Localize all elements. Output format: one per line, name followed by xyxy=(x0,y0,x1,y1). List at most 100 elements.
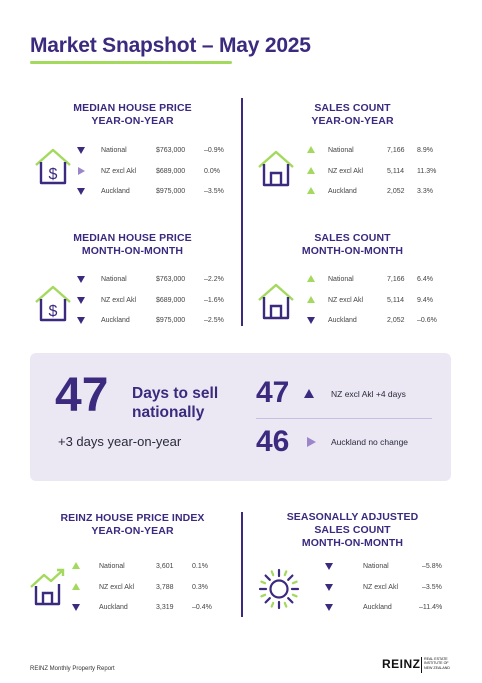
days-to-sell-national: 47 xyxy=(55,369,109,422)
svg-text:$: $ xyxy=(49,303,58,320)
house-trend-icon xyxy=(30,568,65,606)
seasonal-mom-rows: National –5.8% NZ excl Akl –3.5% Aucklan… xyxy=(324,560,454,622)
region-label: Auckland xyxy=(99,604,128,611)
value-label: 5,114 xyxy=(387,296,404,304)
down-arrow-icon xyxy=(72,604,80,611)
region-label: Auckland xyxy=(101,317,130,324)
days-to-sell-label: Days to sell nationally xyxy=(132,385,219,421)
list-item: National –5.8% xyxy=(324,560,454,581)
house-dollar-icon: $ xyxy=(35,148,71,185)
list-item: NZ excl Akl 5,114 9.4% xyxy=(306,294,451,315)
down-arrow-icon xyxy=(325,583,333,591)
region-label: Auckland xyxy=(101,188,130,195)
up-arrow-icon xyxy=(72,562,80,569)
house-icon xyxy=(258,283,294,320)
change-label: 0.1% xyxy=(192,563,208,570)
change-label: –2.5% xyxy=(204,317,224,324)
value-label: 7,166 xyxy=(387,147,405,154)
median-mom-rows: National $763,000 –2.2% NZ excl Akl $689… xyxy=(76,273,236,335)
region-label: National xyxy=(101,147,127,154)
panel-divider xyxy=(256,418,432,419)
sales-yoy-rows: National 7,166 8.9% NZ excl Akl 5,114 11… xyxy=(306,144,451,206)
up-arrow-icon xyxy=(304,389,314,398)
change-label: –0.4% xyxy=(192,604,212,611)
value-label: $975,000 xyxy=(156,188,186,195)
sun-icon xyxy=(258,568,300,610)
change-label: 0.0% xyxy=(204,167,220,175)
svg-text:$: $ xyxy=(49,166,58,183)
median-yoy-rows: National $763,000 –0.9% NZ excl Akl $689… xyxy=(76,144,236,206)
change-label: –5.8% xyxy=(422,563,442,570)
up-arrow-icon xyxy=(307,146,315,153)
footer-report-name: REINZ Monthly Property Report xyxy=(30,666,115,672)
list-item: National $763,000 –0.9% xyxy=(76,144,236,165)
seasonal-mom-heading: SEASONALLY ADJUSTED SALES COUNT MONTH-ON… xyxy=(286,511,419,549)
down-arrow-icon xyxy=(77,317,85,324)
list-item: Auckland 3,319 –0.4% xyxy=(71,601,236,622)
house-icon xyxy=(258,150,294,187)
up-arrow-icon xyxy=(307,166,315,174)
section-divider xyxy=(241,98,243,326)
list-item: Auckland –11.4% xyxy=(324,601,454,622)
list-item: National 7,166 8.9% xyxy=(306,144,451,165)
sales-mom-heading: SALES COUNT MONTH-ON-MONTH xyxy=(301,232,404,257)
change-label: –0.6% xyxy=(417,317,437,324)
right-arrow-icon xyxy=(307,437,316,447)
change-label: 8.9% xyxy=(417,147,433,154)
value-label: $689,000 xyxy=(156,167,186,175)
list-item: National 7,166 6.4% xyxy=(306,273,451,294)
right-arrow-icon xyxy=(78,166,85,175)
down-arrow-icon xyxy=(325,604,333,611)
median-mom-heading: MEDIAN HOUSE PRICE MONTH-ON-MONTH xyxy=(73,232,192,257)
change-label: –2.2% xyxy=(204,276,224,283)
median-yoy-heading: MEDIAN HOUSE PRICE YEAR-ON-YEAR xyxy=(73,102,192,127)
days-nz-excl-akl: 47 xyxy=(256,376,290,409)
down-arrow-icon xyxy=(77,276,85,283)
list-item: NZ excl Akl $689,000 0.0% xyxy=(76,165,236,186)
down-arrow-icon xyxy=(77,147,85,154)
region-label: National xyxy=(363,563,389,570)
region-label: NZ excl Akl xyxy=(328,167,364,175)
up-arrow-icon xyxy=(307,187,315,194)
days-yoy-text: +3 days year-on-year xyxy=(58,434,182,449)
change-label: –11.4% xyxy=(419,604,443,611)
region-label: NZ excl Akl xyxy=(363,583,399,591)
list-item: NZ excl Akl $689,000 –1.6% xyxy=(76,294,236,315)
hpi-yoy-rows: National 3,601 0.1% NZ excl Akl 3,788 0.… xyxy=(71,560,236,622)
down-arrow-icon xyxy=(77,296,85,304)
list-item: Auckland 2,052 –0.6% xyxy=(306,314,451,335)
section-divider xyxy=(241,512,243,617)
value-label: $763,000 xyxy=(156,276,186,283)
list-item: Auckland 2,052 3.3% xyxy=(306,185,451,206)
down-arrow-icon xyxy=(307,317,315,324)
list-item: Auckland $975,000 –3.5% xyxy=(76,185,236,206)
nz-excl-akl-label: NZ excl Akl +4 days xyxy=(331,389,406,399)
change-label: 11.3% xyxy=(417,167,437,175)
change-label: 6.4% xyxy=(417,276,433,283)
region-label: Auckland xyxy=(328,317,357,324)
value-label: 5,114 xyxy=(387,167,404,175)
up-arrow-icon xyxy=(307,295,315,303)
region-label: National xyxy=(101,276,127,283)
value-label: $975,000 xyxy=(156,317,186,324)
value-label: 3,788 xyxy=(156,583,174,591)
change-label: –1.6% xyxy=(204,296,224,304)
region-label: NZ excl Akl xyxy=(99,583,135,591)
days-to-sell-panel xyxy=(30,353,451,481)
sales-mom-rows: National 7,166 6.4% NZ excl Akl 5,114 9.… xyxy=(306,273,451,335)
up-arrow-icon xyxy=(307,275,315,282)
list-item: NZ excl Akl –3.5% xyxy=(324,581,454,602)
region-label: NZ excl Akl xyxy=(101,296,137,304)
value-label: 3,601 xyxy=(156,563,174,570)
page-title: Market Snapshot – May 2025 xyxy=(30,34,311,57)
region-label: National xyxy=(328,276,354,283)
list-item: Auckland $975,000 –2.5% xyxy=(76,314,236,335)
sales-yoy-heading: SALES COUNT YEAR-ON-YEAR xyxy=(311,102,394,127)
reinz-logo-subtitle: REAL ESTATE INSTITUTE OF NEW ZEALAND xyxy=(424,657,450,670)
value-label: 3,319 xyxy=(156,604,174,611)
region-label: Auckland xyxy=(328,188,357,195)
days-auckland: 46 xyxy=(256,425,290,458)
region-label: NZ excl Akl xyxy=(101,167,137,175)
change-label: 0.3% xyxy=(192,583,208,591)
title-underline xyxy=(30,61,232,64)
